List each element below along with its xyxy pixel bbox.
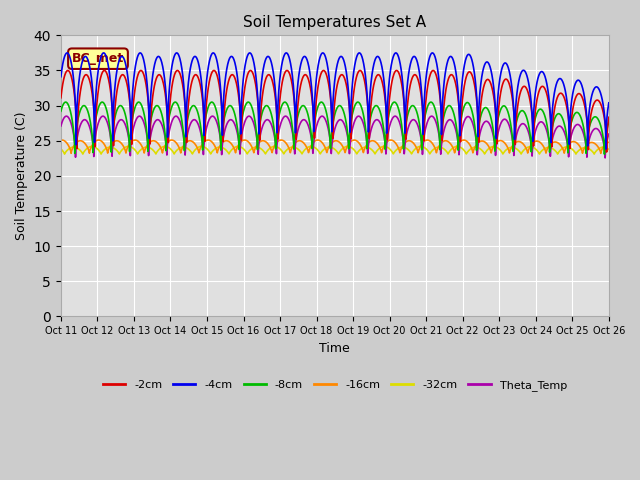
X-axis label: Time: Time <box>319 342 350 355</box>
Line: -4cm: -4cm <box>61 53 609 149</box>
-4cm <box>536 72 543 77</box>
-2cm <box>603 149 611 155</box>
Line: -32cm: -32cm <box>61 146 609 154</box>
Theta_Temp <box>602 155 609 161</box>
-4cm <box>268 59 275 65</box>
-8cm <box>268 111 275 117</box>
-2cm <box>120 72 127 78</box>
-16cm <box>605 139 612 145</box>
Legend: -2cm, -4cm, -8cm, -16cm, -32cm, Theta_Temp: -2cm, -4cm, -8cm, -16cm, -32cm, Theta_Te… <box>99 375 572 395</box>
Theta_Temp <box>291 147 299 153</box>
-16cm <box>120 144 127 149</box>
Theta_Temp <box>120 119 127 124</box>
-4cm <box>63 50 71 56</box>
-16cm <box>595 144 602 150</box>
Line: -2cm: -2cm <box>61 71 609 152</box>
Text: BC_met: BC_met <box>72 52 124 65</box>
Theta_Temp <box>57 123 65 129</box>
Theta_Temp <box>595 127 602 132</box>
-4cm <box>605 100 612 106</box>
-32cm <box>120 145 127 151</box>
-2cm <box>64 68 72 73</box>
-16cm <box>536 139 543 144</box>
-2cm <box>57 95 65 101</box>
Theta_Temp <box>63 113 70 119</box>
Line: -8cm: -8cm <box>61 102 609 154</box>
-4cm <box>152 57 160 62</box>
Theta_Temp <box>536 120 543 126</box>
Y-axis label: Soil Temperature (C): Soil Temperature (C) <box>15 112 28 240</box>
-32cm <box>57 146 65 152</box>
-32cm <box>536 151 543 157</box>
-2cm <box>291 107 299 112</box>
-16cm <box>57 137 65 143</box>
-8cm <box>600 151 608 157</box>
-32cm <box>595 146 602 152</box>
-16cm <box>268 147 275 153</box>
-2cm <box>605 114 612 120</box>
-8cm <box>120 107 127 112</box>
-4cm <box>57 74 65 80</box>
-4cm <box>602 146 610 152</box>
-32cm <box>291 144 299 150</box>
-32cm <box>88 144 96 149</box>
-4cm <box>595 85 602 91</box>
-32cm <box>152 150 160 156</box>
Line: -16cm: -16cm <box>61 140 609 153</box>
-2cm <box>152 76 160 82</box>
-32cm <box>268 144 275 150</box>
-4cm <box>291 110 299 116</box>
-8cm <box>152 103 160 109</box>
Line: Theta_Temp: Theta_Temp <box>61 116 609 158</box>
Theta_Temp <box>605 131 612 137</box>
Theta_Temp <box>152 118 160 123</box>
-16cm <box>58 137 66 143</box>
Title: Soil Temperatures Set A: Soil Temperatures Set A <box>243 15 426 30</box>
-32cm <box>61 151 68 157</box>
-8cm <box>605 119 612 125</box>
-16cm <box>152 139 160 144</box>
-32cm <box>605 146 612 152</box>
-16cm <box>291 140 299 146</box>
-2cm <box>268 74 275 80</box>
-8cm <box>57 108 65 114</box>
-8cm <box>536 107 543 112</box>
-2cm <box>536 88 543 94</box>
-8cm <box>595 117 602 122</box>
-4cm <box>120 55 127 61</box>
-2cm <box>595 97 602 103</box>
-16cm <box>597 150 605 156</box>
-8cm <box>62 99 70 105</box>
-8cm <box>291 132 299 137</box>
Theta_Temp <box>268 121 275 127</box>
